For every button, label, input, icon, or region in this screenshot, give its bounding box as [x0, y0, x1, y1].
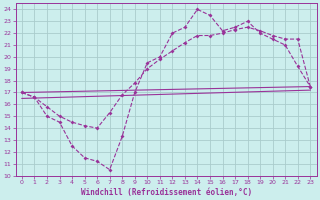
- X-axis label: Windchill (Refroidissement éolien,°C): Windchill (Refroidissement éolien,°C): [81, 188, 252, 197]
